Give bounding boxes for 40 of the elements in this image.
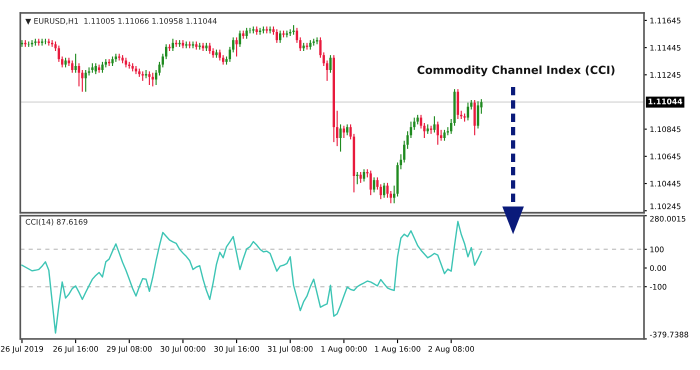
candlestick: [148, 70, 151, 86]
candlestick: [456, 88, 460, 120]
candlestick: [91, 62, 94, 74]
candlestick: [359, 171, 362, 184]
candlestick: [235, 36, 238, 57]
candlestick: [128, 61, 130, 70]
candlestick: [433, 116, 436, 134]
candlestick: [152, 72, 154, 87]
candlestick: [473, 99, 476, 136]
candlestick: [172, 38, 174, 52]
candlestick: [279, 30, 282, 44]
candlestick: [436, 121, 439, 146]
candlestick: [342, 125, 346, 139]
candlestick: [309, 40, 312, 50]
candlestick: [426, 124, 429, 134]
candlestick: [94, 62, 97, 75]
candlestick: [256, 26, 258, 36]
candlestick: [382, 182, 386, 198]
candlestick: [71, 60, 74, 74]
candlestick: [289, 28, 292, 37]
candlestick: [218, 49, 221, 62]
annotation: Commodity Channel Index (CCI): [417, 65, 614, 76]
candlestick: [74, 53, 77, 74]
candlestick: [38, 38, 40, 46]
line-series: [21, 220, 482, 334]
candlestick: [312, 38, 315, 46]
candlestick: [356, 171, 358, 185]
candlestick: [370, 170, 372, 196]
candlestick: [242, 30, 244, 40]
candlestick: [48, 38, 50, 46]
candlestick: [208, 42, 211, 54]
candlestick: [198, 42, 201, 50]
candlestick: [276, 28, 278, 44]
candlestick: [84, 69, 87, 92]
candlestick: [292, 24, 295, 36]
candlestick: [142, 70, 144, 82]
candlestick: [346, 124, 348, 136]
candlestick: [185, 40, 188, 49]
candlestick: [245, 27, 248, 40]
candlestick: [118, 53, 120, 62]
